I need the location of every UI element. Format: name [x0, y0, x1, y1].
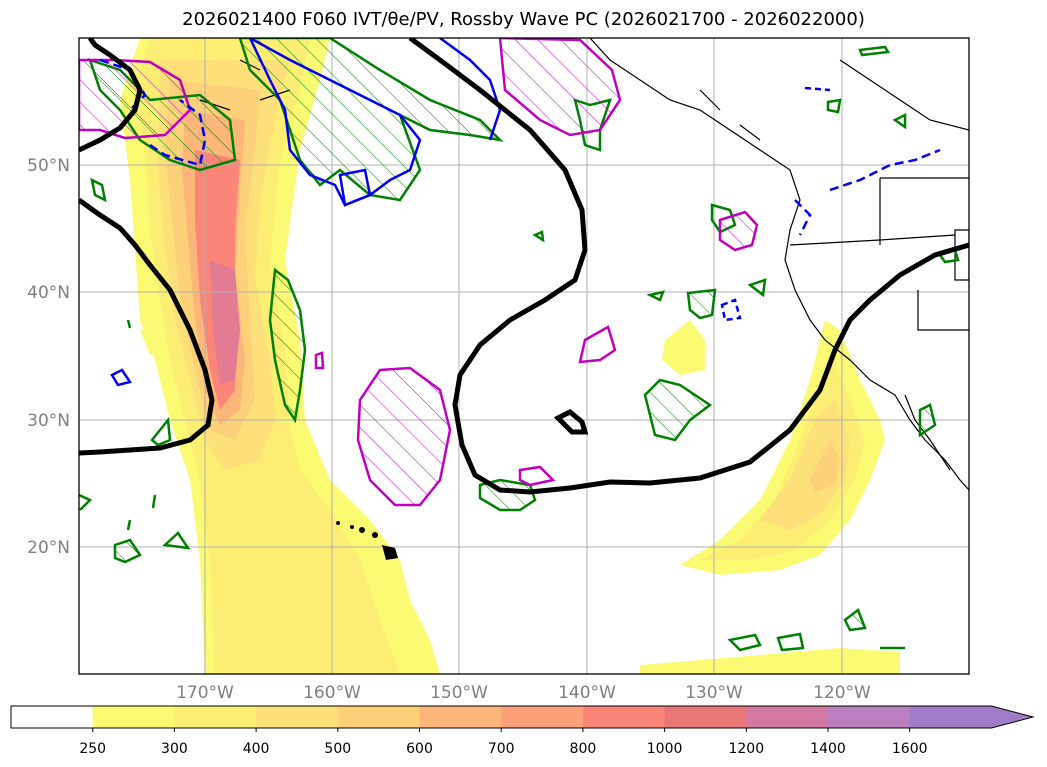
black-contours [79, 38, 969, 495]
colorbar-segment [256, 706, 339, 728]
colorbar-extend-arrow [991, 706, 1033, 728]
colorbar-tick-label: 700 [488, 741, 515, 757]
colorbar-segment [746, 706, 829, 728]
colorbar-segment [174, 706, 257, 728]
colorbar-segment [92, 706, 175, 728]
lat-label-30n: 30°N [27, 411, 70, 431]
colorbar-tick-label: 300 [161, 741, 188, 757]
lon-label-120w: 120°W [813, 683, 871, 703]
map-frame [78, 37, 970, 675]
colorbar-tick-label: 400 [243, 741, 270, 757]
coastlines [199, 38, 969, 491]
lon-label-130w: 130°W [685, 683, 743, 703]
colorbar-tick-label: 600 [406, 741, 433, 757]
ivt-east-300 [700, 360, 865, 560]
map-title: 2026021400 F060 IVT/θe/PV, Rossby Wave P… [182, 9, 865, 30]
colorbar-tick-label: 500 [324, 741, 351, 757]
colorbar-segment [501, 706, 584, 728]
colorbar: 250 300 400 500 600 700 800 1000 1200 1400 1600 [10, 705, 1035, 757]
colorbar-segment [909, 706, 992, 728]
lat-axis-labels: 50°N 40°N 30°N 20°N [27, 156, 70, 558]
colorbar-segment [419, 706, 502, 728]
ivt-east-500 [810, 440, 840, 492]
colorbar-segment [664, 706, 747, 728]
lat-label-20n: 20°N [27, 538, 70, 558]
lon-label-160w: 160°W [303, 683, 361, 703]
colorbar-outline [10, 705, 1035, 729]
colorbar-tick-label: 800 [570, 741, 597, 757]
colorbar-tick-label: 1600 [892, 741, 928, 757]
ivt-band-1000 [210, 260, 240, 385]
colorbar-tick-label: 1400 [810, 741, 846, 757]
ivt-patch-1 [662, 320, 705, 375]
lon-label-150w: 150°W [430, 683, 488, 703]
hawaii-islands [336, 521, 398, 560]
lon-axis-labels: 170°W 160°W 150°W 140°W 130°W 120°W [176, 683, 871, 703]
lon-label-140w: 140°W [558, 683, 616, 703]
lon-label-170w: 170°W [176, 683, 234, 703]
colorbar-segment [828, 706, 911, 728]
colorbar-segment [337, 706, 420, 728]
magenta-contours [79, 38, 759, 507]
colorbar-tick-label: 1200 [728, 741, 764, 757]
ivt-patch-2 [140, 330, 165, 355]
ivt-shading [120, 38, 900, 674]
ivt-east-400 [760, 400, 850, 530]
colorbar-tick-label: 1000 [647, 741, 683, 757]
lat-label-40n: 40°N [27, 283, 70, 303]
lat-label-50n: 50°N [27, 156, 70, 176]
ivt-patch-south [640, 648, 900, 674]
colorbar-segment [11, 706, 94, 728]
colorbar-tick-label: 250 [79, 741, 106, 757]
colorbar-segment [582, 706, 666, 728]
